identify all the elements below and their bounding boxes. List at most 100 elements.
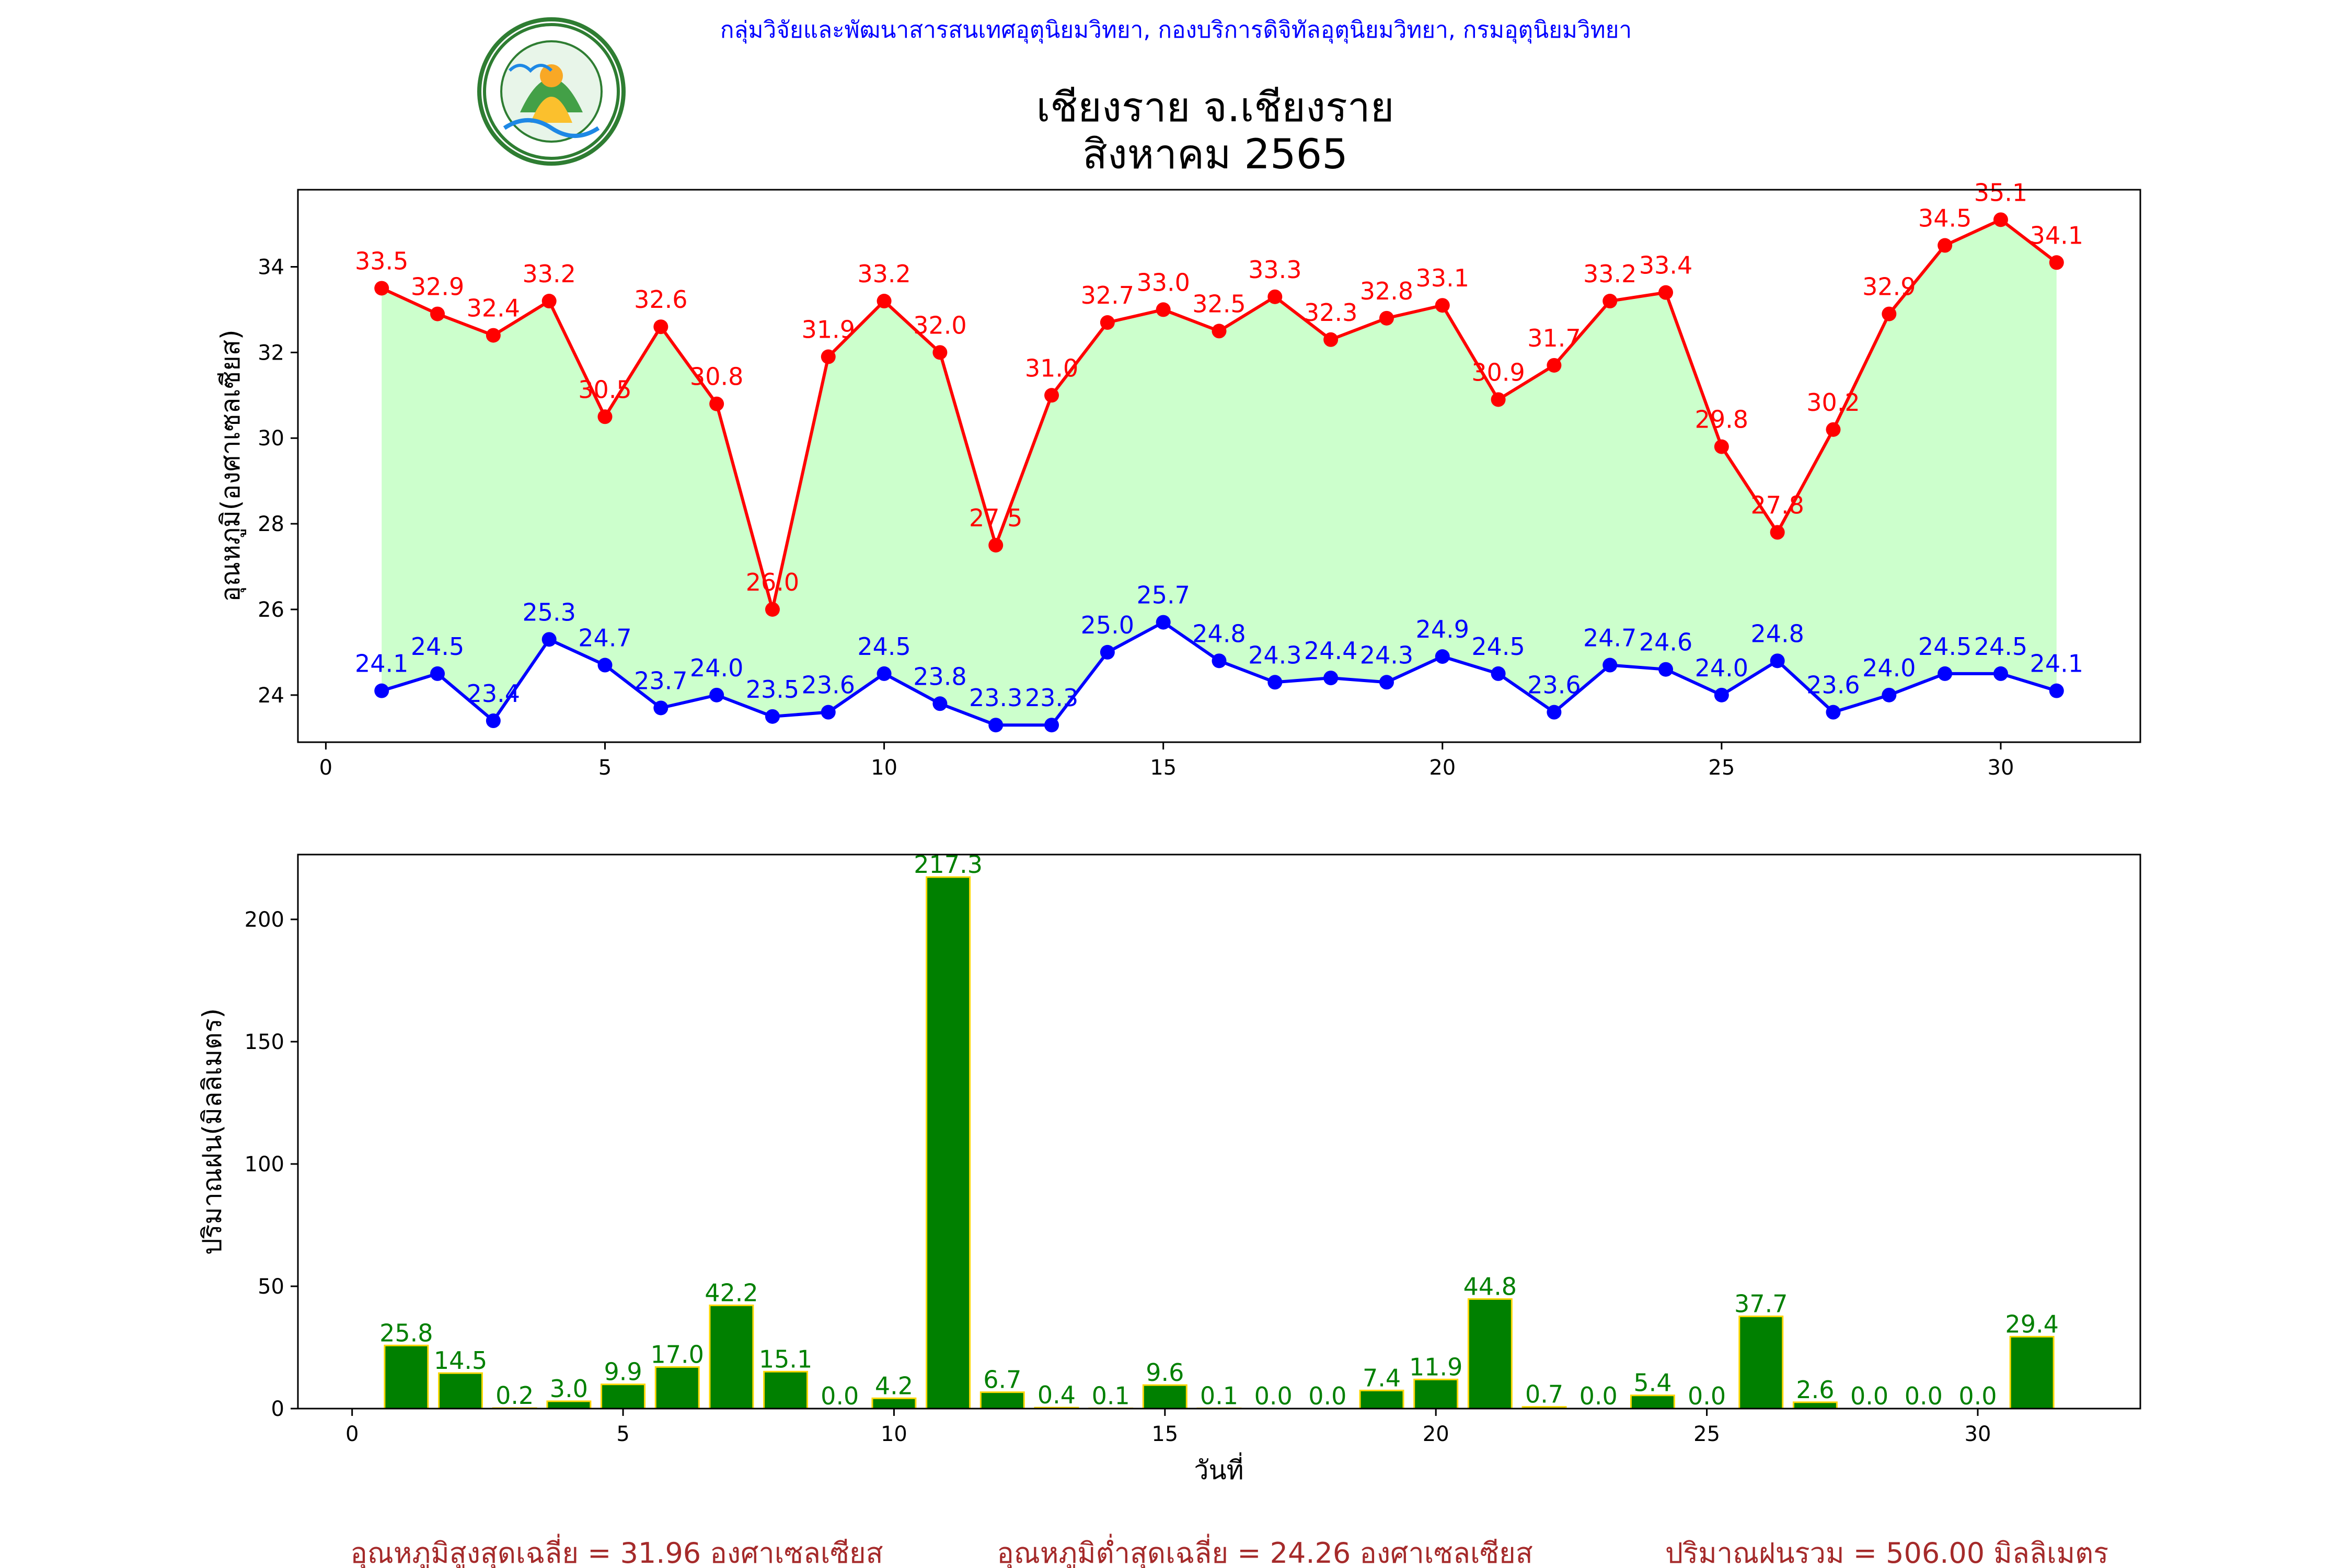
min-temperature-point bbox=[1658, 662, 1674, 677]
min-temperature-point bbox=[1993, 666, 2008, 681]
min-temperature-point bbox=[821, 705, 836, 720]
rainfall-bar bbox=[763, 1370, 809, 1410]
rainfall-value-label: 0.7 bbox=[1525, 1380, 1563, 1409]
min-temperature-point bbox=[988, 718, 1004, 733]
max-temperature-value-label: 27.5 bbox=[969, 504, 1022, 532]
rainfall-value-label: 4.2 bbox=[875, 1371, 913, 1400]
min-temperature-point bbox=[765, 709, 780, 724]
max-temperature-point bbox=[1267, 289, 1283, 304]
min-temperature-point bbox=[1267, 675, 1283, 690]
y-tick-label: 24 bbox=[258, 684, 284, 708]
rainfall-value-label: 9.9 bbox=[604, 1358, 642, 1386]
max-temperature-point bbox=[2049, 255, 2064, 270]
max-temperature-value-label: 32.5 bbox=[1192, 290, 1246, 318]
max-temperature-point bbox=[653, 319, 668, 335]
min-temperature-point bbox=[1826, 705, 1841, 720]
max-temperature-value-label: 32.0 bbox=[913, 311, 966, 339]
max-temperature-point bbox=[1714, 439, 1729, 454]
rainfall-value-label: 0.0 bbox=[1579, 1382, 1618, 1410]
y-tick-label: 28 bbox=[258, 512, 284, 536]
y-tick-label: 150 bbox=[245, 1030, 284, 1054]
footer-avg-min: อุณหภูมิต่ำสุดเฉลี่ย = 24.26 องศาเซลเซีย… bbox=[997, 1534, 1532, 1568]
min-temperature-point bbox=[1714, 687, 1729, 702]
max-temperature-point bbox=[1882, 306, 1897, 321]
rainfall-value-label: 6.7 bbox=[983, 1366, 1021, 1394]
max-temperature-value-label: 33.2 bbox=[522, 260, 575, 288]
max-temperature-value-label: 33.5 bbox=[355, 247, 408, 275]
rainfall-bar bbox=[979, 1391, 1025, 1410]
max-temperature-value-label: 30.8 bbox=[690, 363, 743, 391]
min-temperature-value-label: 23.5 bbox=[746, 675, 799, 704]
min-temperature-point bbox=[430, 666, 445, 681]
min-temperature-value-label: 24.9 bbox=[1416, 615, 1469, 643]
min-temperature-value-label: 24.0 bbox=[690, 654, 743, 682]
x-tick-label: 0 bbox=[319, 756, 332, 780]
x-tick-label: 10 bbox=[871, 756, 897, 780]
y-tick-label: 30 bbox=[258, 426, 284, 451]
max-temperature-point bbox=[1602, 294, 1618, 309]
min-temperature-point bbox=[1323, 671, 1339, 686]
rainfall-bar bbox=[1413, 1378, 1459, 1410]
max-temperature-value-label: 34.5 bbox=[1918, 204, 1971, 233]
chart-title-period: สิงหาคม 2565 bbox=[1082, 131, 1348, 178]
x-tick-label: 5 bbox=[616, 1422, 629, 1446]
min-temperature-value-label: 24.5 bbox=[1974, 632, 2027, 661]
max-temperature-point bbox=[1323, 332, 1339, 347]
max-temperature-point bbox=[1212, 324, 1227, 339]
min-temperature-point bbox=[1212, 653, 1227, 668]
min-temperature-point bbox=[1770, 653, 1785, 668]
max-temperature-value-label: 32.7 bbox=[1081, 281, 1134, 309]
rainfall-bar bbox=[1738, 1316, 1784, 1410]
rainfall-bar bbox=[709, 1305, 754, 1410]
min-temperature-point bbox=[932, 696, 948, 711]
rainfall-marks: 25.814.50.2 3.09.917.042.215.10.0 4.2217.3… bbox=[379, 850, 2059, 1410]
max-temperature-point bbox=[877, 294, 892, 309]
max-temperature-value-label: 34.1 bbox=[2030, 221, 2083, 249]
min-temperature-value-label: 23.6 bbox=[1806, 671, 1860, 699]
rainfall-value-label: 5.4 bbox=[1633, 1369, 1671, 1397]
min-temperature-value-label: 24.5 bbox=[411, 632, 464, 661]
max-temperature-point bbox=[821, 349, 836, 364]
min-temperature-point bbox=[1602, 658, 1618, 673]
x-tick-label: 20 bbox=[1429, 756, 1456, 780]
rainfall-value-label: 0.2 bbox=[495, 1381, 534, 1410]
max-temperature-value-label: 33.1 bbox=[1416, 264, 1469, 292]
chart-title-station: เชียงราย จ.เชียงราย bbox=[1036, 84, 1394, 131]
max-temperature-point bbox=[1379, 310, 1394, 326]
temperature-marks: 33.532.932.433.230.532.630.826.031.933.2… bbox=[355, 178, 2083, 733]
min-temperature-value-label: 24.4 bbox=[1304, 637, 1357, 665]
temperature-plot-frame bbox=[297, 189, 2141, 743]
max-temperature-value-label: 32.3 bbox=[1304, 298, 1357, 327]
rainfall-axis-ticks: 0 5 10 15 20 25 30 0 50 100 150 200 bbox=[245, 908, 1991, 1446]
rainfall-value-label: 0.0 bbox=[821, 1382, 859, 1410]
min-temperature-value-label: 25.7 bbox=[1136, 581, 1190, 609]
min-temperature-value-label: 24.5 bbox=[1471, 632, 1525, 661]
rainfall-bar bbox=[1467, 1298, 1513, 1410]
max-temperature-value-label: 33.4 bbox=[1639, 251, 1692, 280]
rainfall-value-label: 0.0 bbox=[1254, 1382, 1293, 1410]
max-temperature-point bbox=[597, 409, 613, 424]
min-temperature-point bbox=[1379, 675, 1394, 690]
rainfall-bar bbox=[926, 876, 971, 1410]
min-temperature-point bbox=[1100, 644, 1115, 660]
max-temperature-value-label: 35.1 bbox=[1974, 178, 2027, 206]
min-temperature-value-label: 23.4 bbox=[467, 679, 520, 708]
max-temperature-value-label: 33.2 bbox=[857, 260, 910, 288]
max-temperature-value-label: 32.9 bbox=[1862, 273, 1916, 301]
department-logo bbox=[477, 17, 626, 166]
rainfall-bar bbox=[654, 1366, 700, 1410]
x-tick-label: 20 bbox=[1423, 1422, 1449, 1446]
max-temperature-point bbox=[486, 328, 501, 343]
agency-line: กลุ่มวิจัยและพัฒนาสารสนเทศอุตุนิยมวิทยา,… bbox=[720, 17, 1632, 44]
rainfall-value-label: 0.0 bbox=[1850, 1382, 1888, 1410]
min-temperature-value-label: 23.8 bbox=[913, 662, 966, 690]
rainfall-bar bbox=[1142, 1384, 1187, 1410]
y-tick-label: 100 bbox=[245, 1152, 284, 1177]
max-temperature-value-label: 32.9 bbox=[411, 273, 464, 301]
max-temperature-point bbox=[1826, 422, 1841, 437]
min-temperature-point bbox=[2049, 683, 2064, 698]
max-temperature-point bbox=[1435, 298, 1450, 313]
min-temperature-point bbox=[374, 683, 389, 698]
max-temperature-point bbox=[1993, 212, 2008, 227]
